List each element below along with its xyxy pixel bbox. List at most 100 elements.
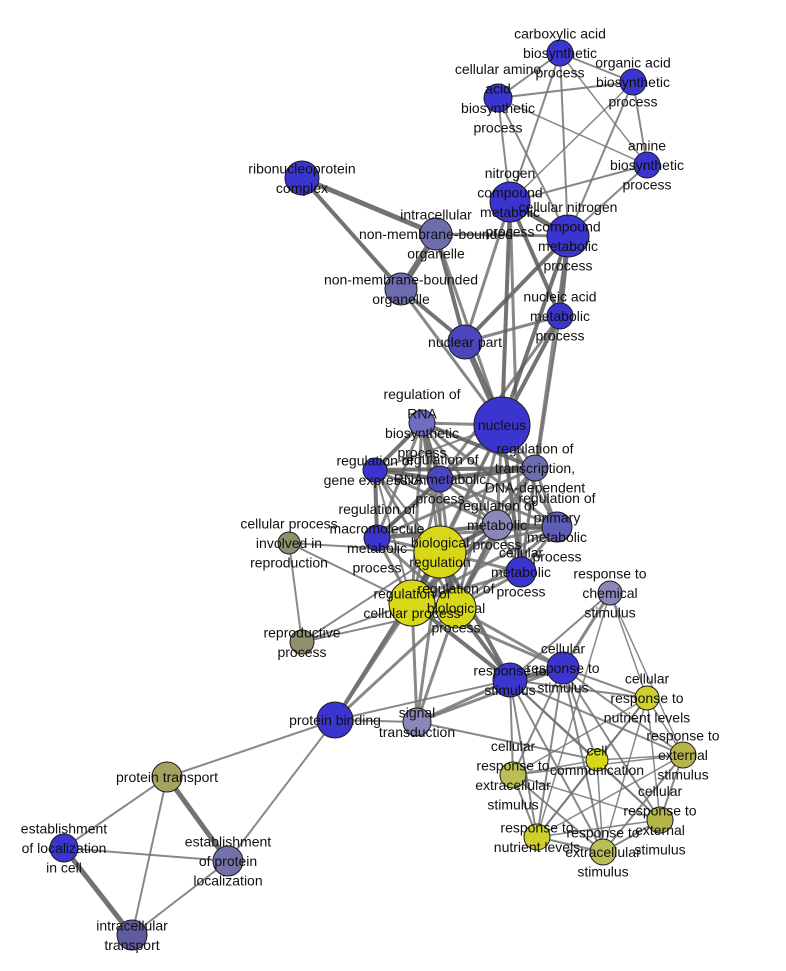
node-cres[interactable] (499, 761, 527, 789)
node-label: biological (411, 534, 469, 550)
node-rtdd[interactable] (521, 454, 549, 482)
edge (463, 234, 570, 344)
node-cc[interactable] (585, 748, 609, 772)
edge (559, 52, 648, 166)
node-ncm[interactable] (489, 181, 531, 223)
edge (512, 759, 598, 776)
node-label: reproduction (250, 555, 328, 571)
node-rexs[interactable] (589, 838, 617, 866)
node-label: biosynthetic (523, 45, 597, 61)
node-label: protein transport (116, 769, 218, 785)
node-res[interactable] (669, 741, 697, 769)
node-label: cellular (499, 545, 544, 561)
node-label: metabolic (527, 529, 587, 545)
node-label: response to (476, 757, 549, 773)
edge (509, 679, 604, 853)
node-br[interactable] (413, 525, 467, 579)
node-rmp[interactable] (481, 509, 513, 541)
node-rbp[interactable] (435, 587, 477, 629)
node-rcp[interactable] (388, 579, 436, 627)
node-label: cellular (491, 738, 536, 754)
node-label: nutrient levels (494, 839, 580, 855)
edge (299, 175, 439, 237)
node-cncm[interactable] (546, 214, 590, 258)
edge (536, 754, 684, 838)
node-rrmp[interactable] (426, 465, 454, 493)
node-rnp[interactable] (284, 160, 320, 196)
node-rnl[interactable] (523, 823, 551, 851)
node-label: response to (473, 662, 546, 678)
edge (512, 697, 648, 776)
node-nuc[interactable] (473, 396, 531, 454)
node-label: reproductive (263, 624, 340, 640)
node-label: RNA (407, 405, 437, 421)
node-np[interactable] (447, 324, 483, 360)
node-rs[interactable] (492, 662, 528, 698)
node-label: metabolic (538, 238, 598, 254)
node-am[interactable] (633, 151, 661, 179)
edge (415, 550, 442, 724)
node-label: protein binding (289, 712, 381, 728)
node-label: process (496, 584, 545, 600)
node-label: cellular (625, 671, 670, 687)
node-label: process (622, 177, 671, 193)
node-label: response to (500, 819, 573, 835)
node-label: metabolic (491, 564, 551, 580)
node-label: intracellular (400, 207, 472, 223)
edge (373, 468, 458, 610)
node-pb[interactable] (316, 701, 354, 739)
node-label: nucleus (478, 417, 526, 433)
node-label: communication (550, 762, 644, 778)
node-label: complex (276, 180, 328, 196)
node-label: regulation of (496, 441, 573, 457)
edge (596, 754, 684, 761)
edge (609, 592, 684, 756)
node-crnl[interactable] (634, 685, 660, 711)
node-label: RNA metabolic (394, 471, 487, 487)
edge (536, 667, 564, 838)
node-caa[interactable] (483, 83, 513, 113)
edge (512, 774, 661, 821)
node-label: in cell (46, 860, 82, 876)
node-label: of protein (199, 853, 257, 869)
node-rge[interactable] (362, 457, 388, 483)
node-label: gene expression (324, 472, 427, 488)
edge (334, 679, 511, 721)
node-ca[interactable] (546, 39, 574, 67)
node-label: external (635, 822, 685, 838)
node-cpir[interactable] (277, 531, 301, 555)
node-nmbo[interactable] (384, 272, 418, 306)
node-oa[interactable] (619, 68, 647, 96)
node-pt[interactable] (151, 761, 183, 793)
node-label: stimulus (484, 682, 535, 698)
node-nam[interactable] (546, 302, 574, 330)
node-rrbp[interactable] (408, 409, 436, 437)
edge (500, 234, 570, 427)
node-epl[interactable] (212, 845, 244, 877)
node-st[interactable] (402, 707, 432, 737)
edge (497, 81, 634, 99)
edge (536, 819, 661, 838)
node-elc[interactable] (49, 833, 79, 863)
node-label: cell (586, 742, 607, 758)
edge (227, 719, 336, 862)
node-cmp[interactable] (505, 556, 537, 588)
node-rpmp[interactable] (541, 511, 573, 543)
edge (596, 759, 661, 821)
edge (562, 667, 604, 853)
node-rcs[interactable] (597, 580, 623, 606)
node-it[interactable] (116, 919, 148, 951)
edge (509, 592, 611, 681)
node-label: response to (526, 660, 599, 676)
node-label: metabolic (530, 308, 590, 324)
node-crs[interactable] (546, 651, 580, 685)
node-label: cellular amino (455, 61, 542, 77)
node-layer (49, 39, 697, 951)
node-crexs[interactable] (646, 806, 674, 834)
edge (375, 525, 559, 540)
node-rp[interactable] (289, 629, 315, 655)
node-rmmp[interactable] (363, 524, 391, 552)
node-inmbo[interactable] (419, 217, 453, 251)
edge (559, 52, 569, 237)
edge (333, 606, 458, 722)
